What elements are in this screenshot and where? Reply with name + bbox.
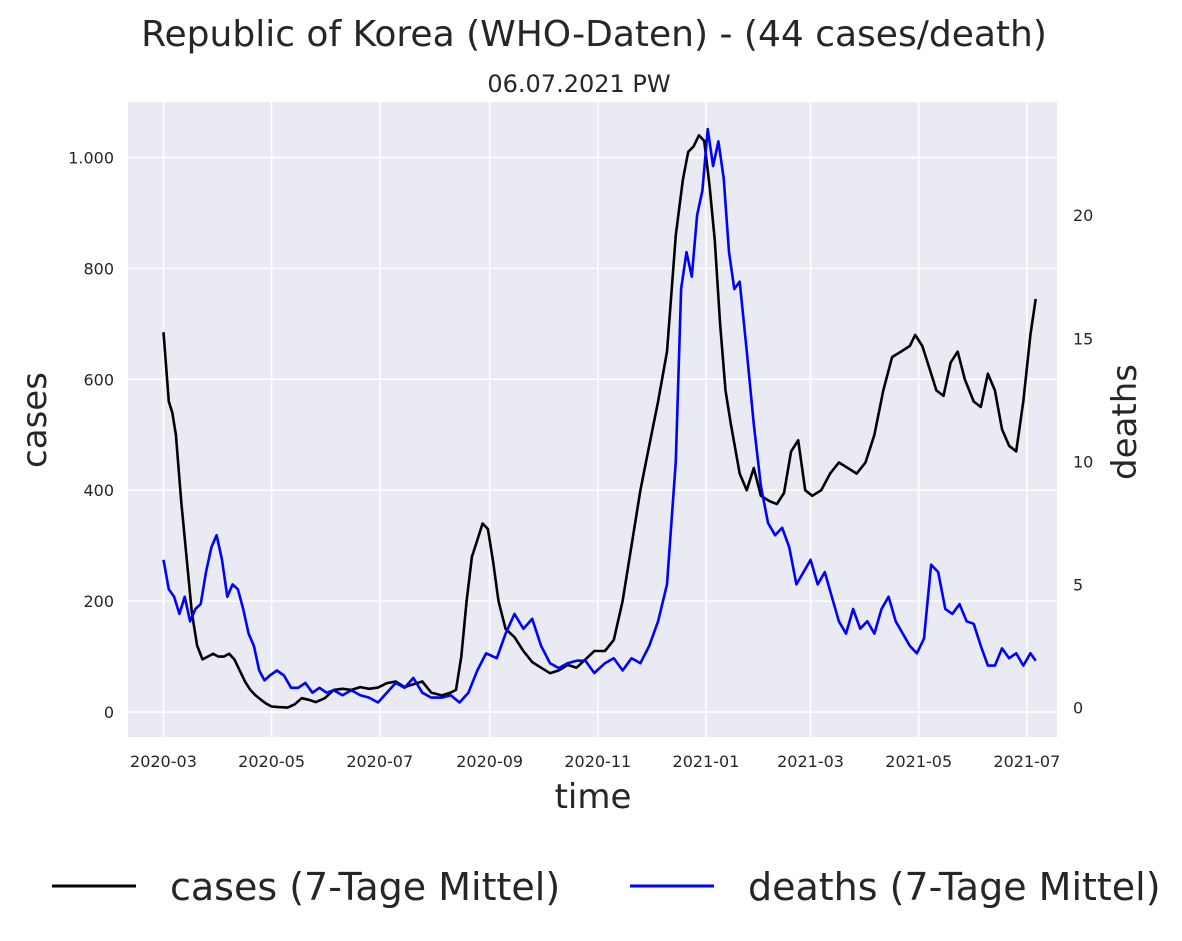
y-left-tick-label-4: 800: [83, 259, 114, 278]
x-tick-label-7: 2021-05: [885, 752, 952, 771]
series-line-deaths: [162, 127, 1037, 704]
chart-subtitle: 06.07.2021 PW: [487, 70, 670, 98]
y-right-tick-label-4: 20: [1073, 206, 1093, 225]
tick-labels: 2020-03 2020-05 2020-07 2020-09 2020-11 2021-…: [68, 148, 1093, 771]
y-left-tick-label-3: 600: [83, 370, 114, 389]
legend-label-cases: cases (7-Tage Mittel): [170, 865, 560, 909]
grid-lines: [128, 102, 1057, 737]
y-axis-label-right: deaths: [1105, 364, 1145, 480]
x-tick-label-1: 2020-05: [238, 752, 305, 771]
x-axis-label: time: [555, 777, 632, 817]
series-line-cases: [162, 134, 1037, 709]
legend-label-deaths: deaths (7-Tage Mittel): [748, 865, 1161, 909]
x-tick-label-5: 2021-01: [673, 752, 740, 771]
x-tick-label-2: 2020-07: [346, 752, 413, 771]
x-tick-label-3: 2020-09: [456, 752, 523, 771]
chart-title: Republic of Korea (WHO-Daten) - (44 case…: [141, 14, 1047, 55]
y-right-tick-label-1: 5: [1073, 575, 1083, 594]
y-right-tick-label-0: 0: [1073, 698, 1083, 717]
x-tick-label-0: 2020-03: [130, 752, 197, 771]
legend: cases (7-Tage Mittel) deaths (7-Tage Mit…: [52, 865, 1161, 909]
series-layer: [162, 127, 1037, 709]
x-tick-label-4: 2020-11: [564, 752, 631, 771]
y-right-tick-label-3: 15: [1073, 329, 1093, 348]
y-right-tick-label-2: 10: [1073, 452, 1093, 471]
x-tick-label-8: 2021-07: [993, 752, 1060, 771]
y-left-tick-label-0: 0: [104, 703, 114, 722]
x-tick-label-6: 2021-03: [777, 752, 844, 771]
y-left-tick-label-1: 200: [83, 592, 114, 611]
y-axis-label-left: cases: [15, 372, 55, 468]
y-left-tick-label-2: 400: [83, 481, 114, 500]
plot-area: [128, 102, 1057, 737]
y-left-tick-label-5: 1.000: [68, 148, 114, 167]
